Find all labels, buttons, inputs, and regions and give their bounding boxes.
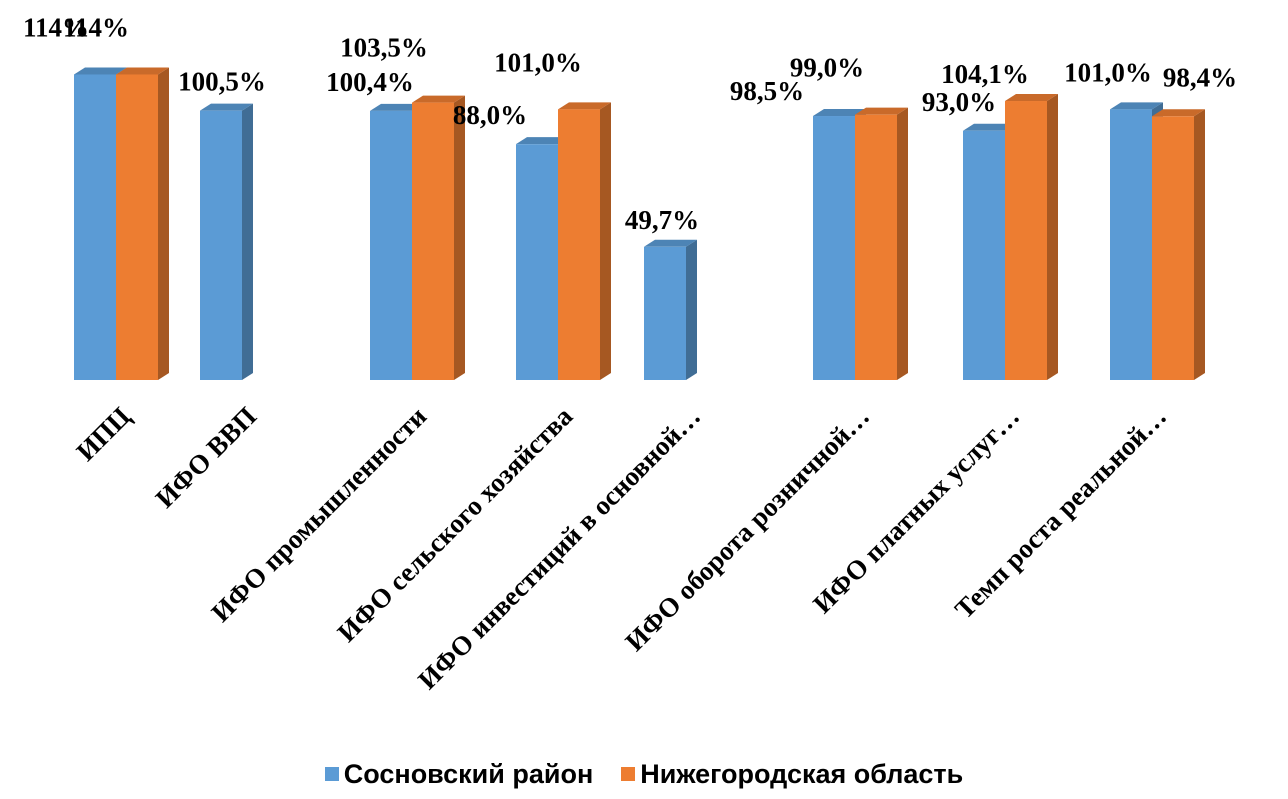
category-label-1: ИПЦ [70, 401, 136, 467]
data-label-2-6: 99,0% [790, 53, 864, 83]
legend-swatch-series-2 [621, 767, 636, 781]
bar-2-7 [1005, 94, 1058, 381]
data-label-2-7: 104,1% [941, 59, 1029, 89]
bar-1-5 [644, 239, 697, 380]
legend: Сосновский район Нижегородская область [0, 757, 1288, 791]
bars-group [74, 67, 1205, 381]
data-label-2-4: 101,0% [494, 47, 582, 77]
legend-item-series-2: Нижегородская область [621, 759, 963, 790]
data-label-1-3: 100,4% [326, 67, 414, 97]
bar-2-3 [412, 95, 465, 381]
data-label-1-2: 100,5% [178, 67, 266, 97]
data-label-2-3: 103,5% [340, 33, 428, 63]
legend-swatch-series-1 [324, 767, 339, 781]
value-labels-group: 114%114% 100,5% 100,4% 103,5% 88,0% 101,0% 49,… [23, 12, 1237, 234]
bar-2-1 [116, 67, 169, 380]
category-label-5: ИФО инвестиций в основной… [412, 401, 706, 695]
data-label-1-4: 88,0% [453, 100, 527, 130]
data-label-1-5: 49,7% [625, 205, 699, 235]
bar-1-2 [200, 103, 253, 380]
bar-2-4 [558, 102, 611, 380]
legend-item-series-1: Сосновский район [324, 758, 594, 790]
legend-label-series-2: Нижегородская область [640, 758, 964, 789]
bar-2-8 [1152, 109, 1205, 381]
category-label-4: ИФО сельского хозяйства [332, 401, 579, 648]
bar-2-6 [855, 107, 908, 381]
data-label-2-8: 98,4% [1163, 62, 1237, 92]
data-label-2-1: 114% [63, 12, 129, 42]
data-label-1-8: 101,0% [1064, 57, 1152, 87]
data-label-1-7: 93,0% [922, 87, 996, 117]
data-label-1-6: 98,5% [730, 76, 804, 106]
category-label-2: ИФО ВВП [150, 401, 263, 514]
data-label-1-1: 114% [23, 12, 89, 42]
legend-label-series-1: Сосновский район [343, 758, 594, 789]
